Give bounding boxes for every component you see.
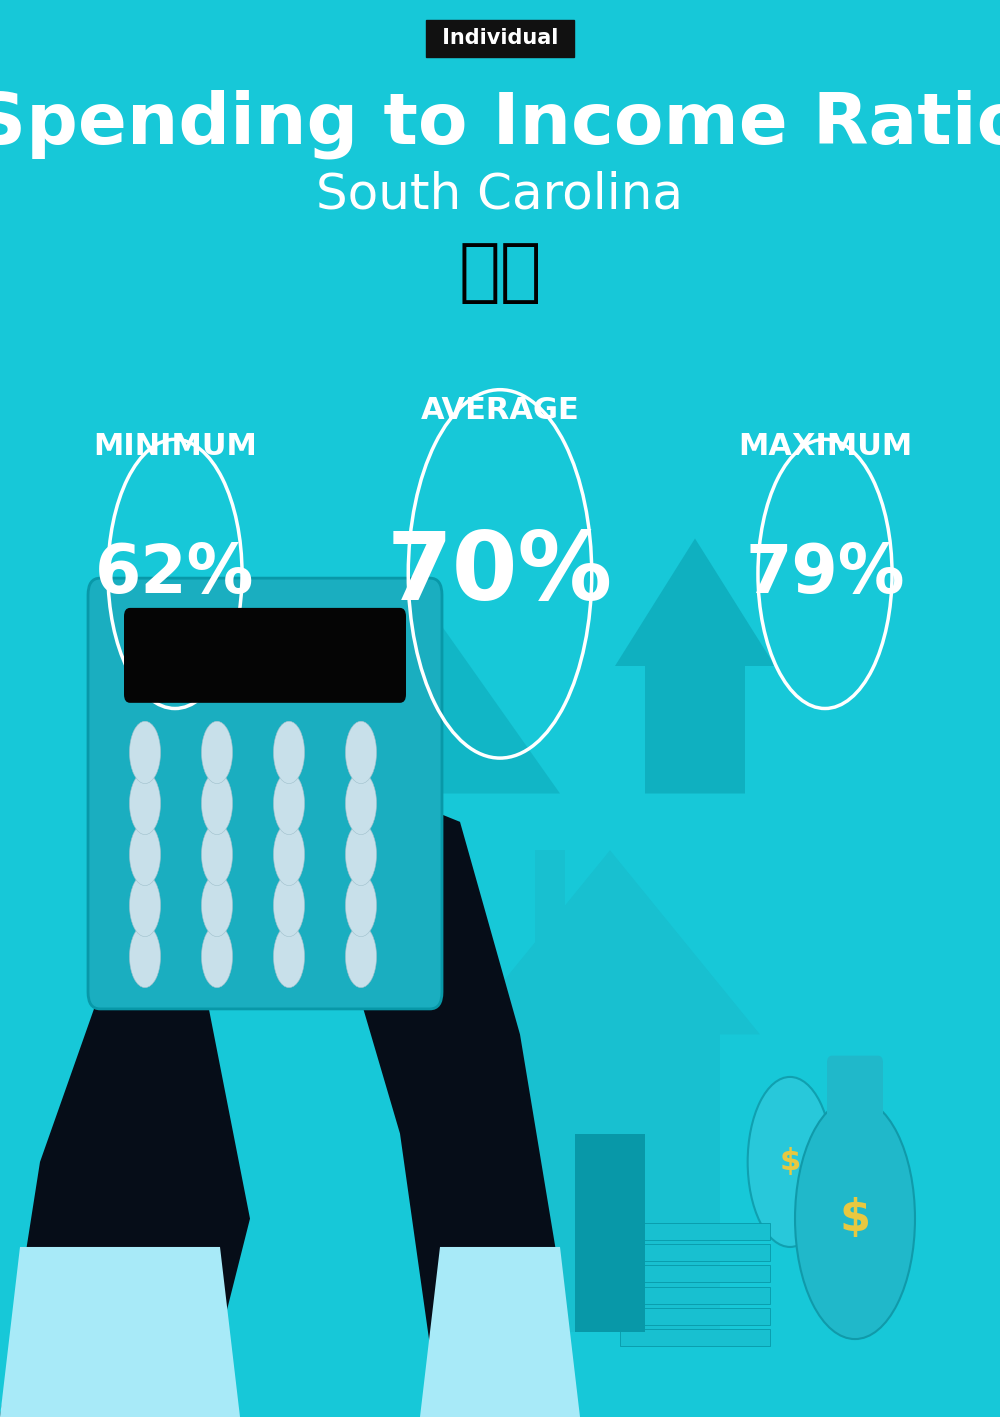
Polygon shape [575,1134,645,1332]
Ellipse shape [345,721,377,784]
Polygon shape [350,794,560,1417]
FancyBboxPatch shape [88,578,442,1009]
Polygon shape [0,1247,240,1417]
Polygon shape [300,609,560,794]
FancyBboxPatch shape [620,1329,770,1346]
Text: 79%: 79% [745,541,905,606]
Ellipse shape [748,1077,832,1247]
Ellipse shape [201,721,233,784]
Text: MINIMUM: MINIMUM [93,432,257,461]
Ellipse shape [795,1098,915,1339]
FancyBboxPatch shape [620,1244,770,1261]
Text: $: $ [779,1148,801,1176]
Ellipse shape [129,925,161,988]
FancyBboxPatch shape [827,1056,883,1127]
Ellipse shape [129,823,161,886]
Ellipse shape [345,874,377,937]
Text: Spending to Income Ratio: Spending to Income Ratio [0,89,1000,160]
Polygon shape [535,850,565,949]
Polygon shape [420,1247,580,1417]
FancyBboxPatch shape [620,1265,770,1282]
FancyBboxPatch shape [620,1223,770,1240]
Ellipse shape [129,874,161,937]
Ellipse shape [129,721,161,784]
Ellipse shape [345,925,377,988]
Text: $: $ [840,1197,870,1240]
Ellipse shape [201,823,233,886]
Polygon shape [0,808,250,1417]
Ellipse shape [273,823,305,886]
FancyBboxPatch shape [620,1287,770,1304]
Text: 🇺🇸: 🇺🇸 [458,238,542,306]
Text: Individual: Individual [435,28,565,48]
FancyBboxPatch shape [620,1308,770,1325]
Ellipse shape [273,925,305,988]
Ellipse shape [273,874,305,937]
Text: 70%: 70% [387,529,613,619]
Ellipse shape [345,823,377,886]
Ellipse shape [201,874,233,937]
Polygon shape [500,1034,720,1332]
Polygon shape [460,850,760,1034]
Ellipse shape [201,772,233,835]
Ellipse shape [129,772,161,835]
Ellipse shape [273,721,305,784]
FancyBboxPatch shape [124,608,406,703]
Text: MAXIMUM: MAXIMUM [738,432,912,461]
Ellipse shape [345,772,377,835]
Polygon shape [615,538,775,794]
Text: 62%: 62% [95,541,255,606]
Ellipse shape [273,772,305,835]
Text: South Carolina: South Carolina [316,170,684,218]
Text: AVERAGE: AVERAGE [421,397,579,425]
Ellipse shape [201,925,233,988]
